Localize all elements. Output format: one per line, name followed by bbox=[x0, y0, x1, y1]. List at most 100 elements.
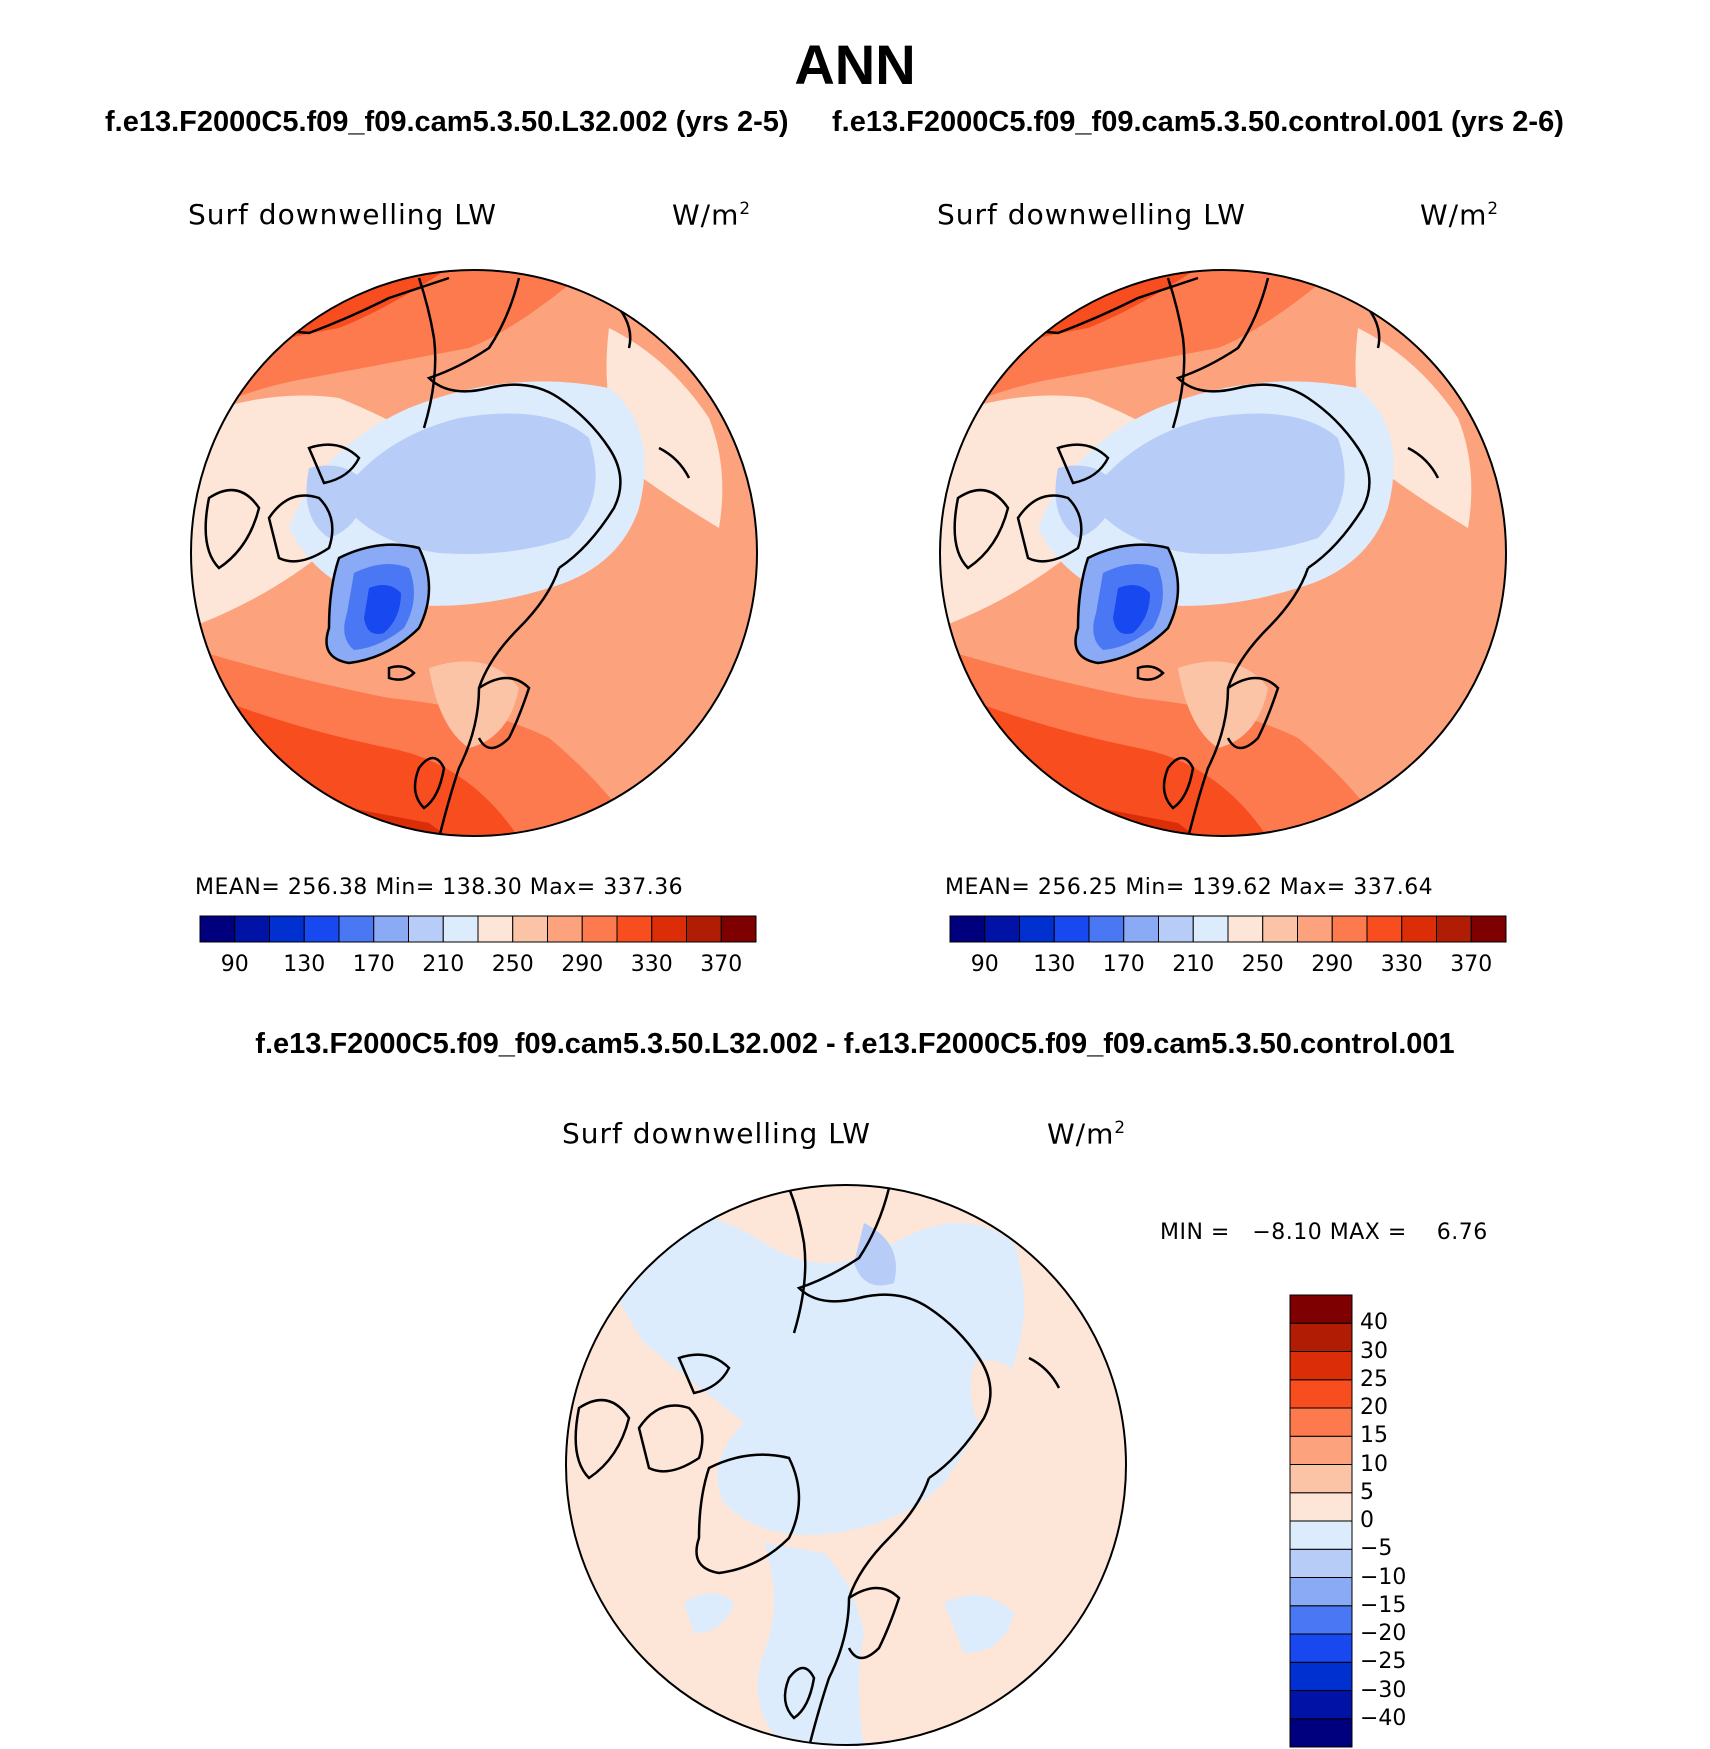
colorbar-swatch bbox=[1289, 1661, 1353, 1691]
colorbar-swatch bbox=[442, 915, 479, 943]
colorbar-swatch bbox=[234, 915, 270, 943]
diff-minmax-stats: MIN = −8.10 MAX = 6.76 bbox=[1160, 1220, 1488, 1245]
colorbar-swatch bbox=[1289, 1294, 1353, 1324]
right-units-label: W/m2 bbox=[1420, 198, 1500, 232]
colorbar-swatch bbox=[1289, 1322, 1353, 1352]
colorbar-swatch bbox=[616, 915, 653, 943]
colorbar-tick-label: 330 bbox=[630, 952, 673, 977]
colorbar-swatch bbox=[1289, 1379, 1353, 1409]
colorbar-swatch bbox=[1192, 915, 1229, 943]
colorbar-tick-label: −5 bbox=[1360, 1536, 1393, 1562]
colorbar-swatch bbox=[1289, 1464, 1353, 1494]
colorbar-tick-label: 370 bbox=[1450, 952, 1493, 977]
right-colorbar bbox=[949, 915, 1507, 943]
diff-polar-map bbox=[565, 1184, 1127, 1746]
colorbar-tick-label: 30 bbox=[1360, 1338, 1388, 1364]
right-polar-map bbox=[939, 269, 1507, 837]
right-run-subtitle: f.e13.F2000C5.f09_f09.cam5.3.50.control.… bbox=[832, 106, 1564, 138]
colorbar-swatch bbox=[720, 915, 757, 943]
colorbar-tick-label: 5 bbox=[1360, 1479, 1374, 1505]
colorbar-swatch bbox=[338, 915, 375, 943]
colorbar-tick-label: 20 bbox=[1360, 1395, 1388, 1420]
colorbar-swatch bbox=[1289, 1435, 1353, 1465]
colorbar-tick-label: 170 bbox=[352, 952, 395, 977]
colorbar-tick-label: 210 bbox=[1172, 952, 1215, 977]
colorbar-tick-label: 290 bbox=[561, 952, 604, 977]
left-colorbar-labels: 90 130 170 210 250 290 330 370 bbox=[198, 952, 758, 982]
colorbar-tick-label: −25 bbox=[1360, 1649, 1407, 1675]
colorbar-swatch bbox=[1289, 1520, 1353, 1550]
left-colorbar bbox=[199, 915, 757, 943]
colorbar-swatch bbox=[686, 915, 722, 943]
colorbar-tick-label: 130 bbox=[283, 952, 326, 977]
left-run-subtitle: f.e13.F2000C5.f09_f09.cam5.3.50.L32.002 … bbox=[105, 106, 789, 138]
diff-variable-label: Surf downwelling LW bbox=[562, 1117, 871, 1150]
colorbar-tick-label: 370 bbox=[700, 952, 743, 977]
colorbar-swatch bbox=[408, 915, 444, 943]
colorbar-tick-label: −15 bbox=[1360, 1592, 1407, 1618]
colorbar-tick-label: 15 bbox=[1360, 1423, 1388, 1449]
colorbar-tick-label: 330 bbox=[1380, 952, 1423, 977]
right-variable-label: Surf downwelling LW bbox=[937, 198, 1246, 231]
colorbar-swatch bbox=[581, 915, 618, 943]
colorbar-tick-label: 90 bbox=[970, 952, 999, 977]
colorbar-tick-label: 25 bbox=[1360, 1366, 1388, 1392]
colorbar-swatch bbox=[1289, 1407, 1353, 1437]
colorbar-tick-label: −10 bbox=[1360, 1564, 1407, 1590]
colorbar-swatch bbox=[512, 915, 548, 943]
colorbar-swatch bbox=[1289, 1548, 1353, 1578]
colorbar-tick-label: 210 bbox=[422, 952, 465, 977]
colorbar-swatch bbox=[373, 915, 409, 943]
colorbar-swatch bbox=[1289, 1633, 1353, 1663]
colorbar-swatch bbox=[1088, 915, 1125, 943]
left-variable-label: Surf downwelling LW bbox=[188, 198, 497, 231]
colorbar-swatch bbox=[269, 915, 305, 943]
left-polar-map bbox=[190, 269, 758, 837]
colorbar-swatch bbox=[1019, 915, 1055, 943]
colorbar-swatch bbox=[1436, 915, 1472, 943]
colorbar-tick-label: 290 bbox=[1311, 952, 1354, 977]
colorbar-swatch bbox=[1289, 1577, 1353, 1607]
colorbar-swatch bbox=[1289, 1718, 1353, 1748]
diff-colorbar bbox=[1289, 1294, 1353, 1748]
colorbar-swatch bbox=[1289, 1351, 1353, 1381]
colorbar-swatch bbox=[1158, 915, 1194, 943]
colorbar-swatch bbox=[651, 915, 687, 943]
colorbar-swatch bbox=[949, 915, 986, 943]
colorbar-tick-label: 90 bbox=[220, 952, 249, 977]
colorbar-tick-label: 40 bbox=[1360, 1310, 1388, 1336]
right-stats: MEAN= 256.25 Min= 139.62 Max= 337.64 bbox=[945, 875, 1434, 900]
colorbar-tick-label: −20 bbox=[1360, 1621, 1407, 1646]
colorbar-swatch bbox=[1289, 1492, 1353, 1522]
left-stats: MEAN= 256.38 Min= 138.30 Max= 337.36 bbox=[195, 875, 684, 900]
diff-units-label: W/m2 bbox=[1047, 1117, 1127, 1151]
colorbar-tick-label: −40 bbox=[1360, 1705, 1407, 1731]
colorbar-tick-label: 250 bbox=[491, 952, 534, 977]
diff-subtitle: f.e13.F2000C5.f09_f09.cam5.3.50.L32.002 … bbox=[255, 1028, 1455, 1060]
colorbar-tick-label: −30 bbox=[1360, 1677, 1407, 1703]
colorbar-swatch bbox=[1123, 915, 1159, 943]
colorbar-swatch bbox=[1262, 915, 1298, 943]
colorbar-swatch bbox=[1331, 915, 1368, 943]
colorbar-swatch bbox=[303, 915, 340, 943]
colorbar-swatch bbox=[547, 915, 583, 943]
colorbar-swatch bbox=[1366, 915, 1403, 943]
colorbar-swatch bbox=[1227, 915, 1264, 943]
colorbar-swatch bbox=[199, 915, 236, 943]
colorbar-swatch bbox=[477, 915, 514, 943]
colorbar-tick-label: 10 bbox=[1360, 1451, 1388, 1477]
colorbar-swatch bbox=[1289, 1690, 1353, 1720]
colorbar-swatch bbox=[1297, 915, 1333, 943]
colorbar-tick-label: 130 bbox=[1033, 952, 1076, 977]
diff-colorbar-labels: −40 −30 −25 −20 −15 −10 −5 0 5 10 15 20 25 30 40 bbox=[1360, 1293, 1480, 1749]
colorbar-swatch bbox=[1401, 915, 1437, 943]
colorbar-swatch bbox=[1053, 915, 1090, 943]
right-colorbar-labels: 90 130 170 210 250 290 330 370 bbox=[948, 952, 1508, 982]
colorbar-tick-label: 0 bbox=[1360, 1508, 1374, 1533]
colorbar-tick-label: 170 bbox=[1102, 952, 1145, 977]
left-units-label: W/m2 bbox=[672, 198, 752, 232]
page-title: ANN bbox=[794, 33, 916, 96]
colorbar-swatch bbox=[984, 915, 1020, 943]
colorbar-swatch bbox=[1470, 915, 1507, 943]
colorbar-tick-label: 250 bbox=[1241, 952, 1284, 977]
